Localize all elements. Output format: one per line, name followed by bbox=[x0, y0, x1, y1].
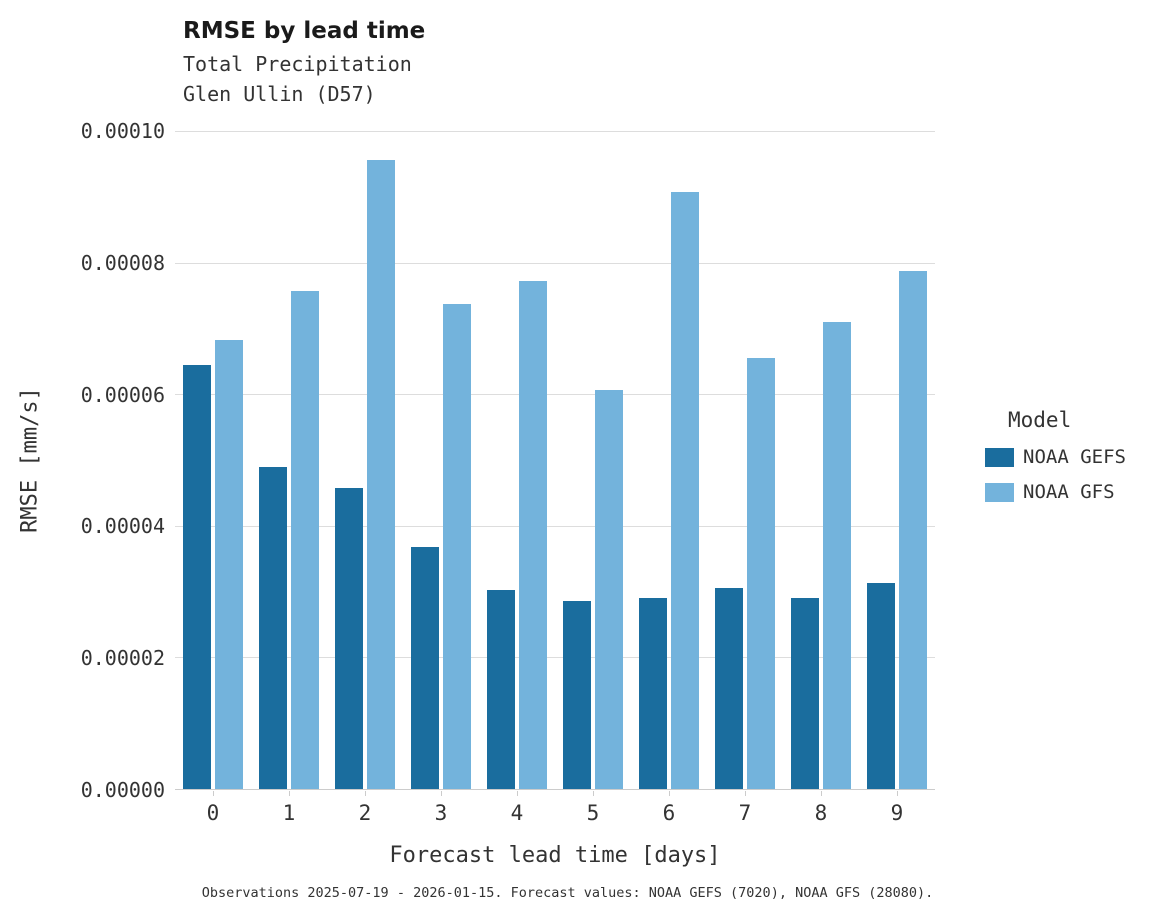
x-tick-label: 9 bbox=[890, 801, 904, 825]
y-tick-label: 0.00010 bbox=[80, 119, 165, 143]
x-tick-mark bbox=[288, 791, 290, 796]
bar-group bbox=[555, 131, 631, 789]
bar-noaa-gfs bbox=[443, 304, 471, 789]
bar-group bbox=[707, 131, 783, 789]
x-tick: 6 bbox=[631, 791, 707, 825]
gridline bbox=[175, 657, 935, 659]
x-tick-label: 0 bbox=[206, 801, 220, 825]
bar-group bbox=[175, 131, 251, 789]
bar-group bbox=[327, 131, 403, 789]
bar-group bbox=[251, 131, 327, 789]
x-tick-mark bbox=[516, 791, 518, 796]
bar-noaa-gefs bbox=[791, 597, 819, 789]
bar-noaa-gfs bbox=[899, 270, 927, 789]
footer-caption: Observations 2025-07-19 - 2026-01-15. Fo… bbox=[201, 885, 934, 901]
chart-subtitle-location: Glen Ullin (D57) bbox=[183, 82, 376, 106]
legend-title: Model bbox=[1008, 408, 1072, 432]
bar-noaa-gefs bbox=[639, 598, 667, 789]
bar-noaa-gefs bbox=[259, 466, 287, 789]
x-tick-label: 6 bbox=[662, 801, 676, 825]
bar-group bbox=[479, 131, 555, 789]
x-tick-label: 7 bbox=[738, 801, 752, 825]
legend-swatch bbox=[985, 482, 1014, 502]
bar-group bbox=[403, 131, 479, 789]
y-axis-title: RMSE [mm/s] bbox=[17, 387, 43, 533]
y-tick-label: 0.00006 bbox=[80, 382, 165, 407]
bar-group bbox=[783, 131, 859, 789]
x-axis: 0 1 2 3 4 5 6 7 8 9 bbox=[175, 791, 935, 825]
bar-noaa-gefs bbox=[487, 590, 515, 789]
gridline bbox=[175, 131, 935, 132]
bar-group bbox=[859, 131, 935, 789]
bar-groups bbox=[175, 131, 935, 789]
bar-noaa-gefs bbox=[411, 546, 439, 789]
x-tick-mark bbox=[592, 791, 594, 796]
x-tick-mark bbox=[212, 791, 214, 796]
legend-swatch bbox=[985, 447, 1014, 467]
bar-noaa-gfs bbox=[823, 321, 851, 789]
y-tick-label: 0.00000 bbox=[80, 778, 165, 802]
x-axis-title: Forecast lead time [days] bbox=[389, 843, 721, 868]
chart-subtitle-variable: Total Precipitation bbox=[183, 52, 412, 76]
x-tick: 3 bbox=[403, 791, 479, 825]
bar-noaa-gfs bbox=[671, 192, 699, 789]
x-tick: 2 bbox=[327, 791, 403, 825]
bar-noaa-gefs bbox=[335, 487, 363, 789]
gridline bbox=[175, 525, 935, 527]
x-tick: 9 bbox=[859, 791, 935, 825]
bar-noaa-gfs bbox=[595, 390, 623, 789]
bar-noaa-gfs bbox=[367, 159, 395, 789]
legend-entry: NOAA GEFS bbox=[985, 446, 1126, 468]
chart-title: RMSE by lead time bbox=[183, 18, 426, 44]
x-tick: 4 bbox=[479, 791, 555, 825]
x-tick: 7 bbox=[707, 791, 783, 825]
plot-area bbox=[175, 131, 935, 790]
bar-group bbox=[631, 131, 707, 789]
y-tick-label: 0.00002 bbox=[80, 646, 165, 671]
legend-label: NOAA GEFS bbox=[1023, 446, 1126, 468]
x-tick-label: 3 bbox=[434, 801, 448, 825]
x-tick-label: 8 bbox=[814, 801, 828, 825]
x-tick: 0 bbox=[175, 791, 251, 825]
y-tick-label: 0.00008 bbox=[80, 250, 165, 275]
x-tick-label: 4 bbox=[510, 801, 524, 825]
x-tick: 5 bbox=[555, 791, 631, 825]
x-tick-mark bbox=[364, 791, 366, 796]
legend-label: NOAA GFS bbox=[1023, 481, 1115, 503]
bar-noaa-gefs bbox=[563, 601, 591, 789]
bar-noaa-gefs bbox=[867, 583, 895, 789]
x-tick: 8 bbox=[783, 791, 859, 825]
x-tick-mark bbox=[744, 791, 746, 796]
bar-noaa-gefs bbox=[715, 588, 743, 789]
x-tick-label: 2 bbox=[358, 801, 372, 825]
bar-noaa-gfs bbox=[747, 358, 775, 789]
gridline bbox=[175, 262, 935, 264]
gridline bbox=[175, 394, 935, 396]
x-tick-mark bbox=[440, 791, 442, 796]
bar-noaa-gefs bbox=[183, 364, 211, 789]
x-tick-label: 5 bbox=[586, 801, 600, 825]
x-tick-label: 1 bbox=[282, 801, 296, 825]
x-tick-mark bbox=[820, 791, 822, 796]
legend-entries: NOAA GEFS NOAA GFS bbox=[985, 446, 1126, 503]
bar-noaa-gfs bbox=[291, 290, 319, 789]
bar-noaa-gfs bbox=[519, 281, 547, 789]
x-tick-mark bbox=[896, 791, 898, 796]
y-axis: 0.00000 0.00002 0.00004 0.00006 0.00008 0.000… bbox=[0, 121, 165, 800]
x-tick-mark bbox=[668, 791, 670, 796]
legend: Model NOAA GEFS NOAA GFS bbox=[985, 408, 1126, 516]
y-tick-label: 0.00004 bbox=[80, 514, 165, 539]
bar-noaa-gfs bbox=[215, 339, 243, 789]
x-tick: 1 bbox=[251, 791, 327, 825]
legend-entry: NOAA GFS bbox=[985, 481, 1126, 503]
